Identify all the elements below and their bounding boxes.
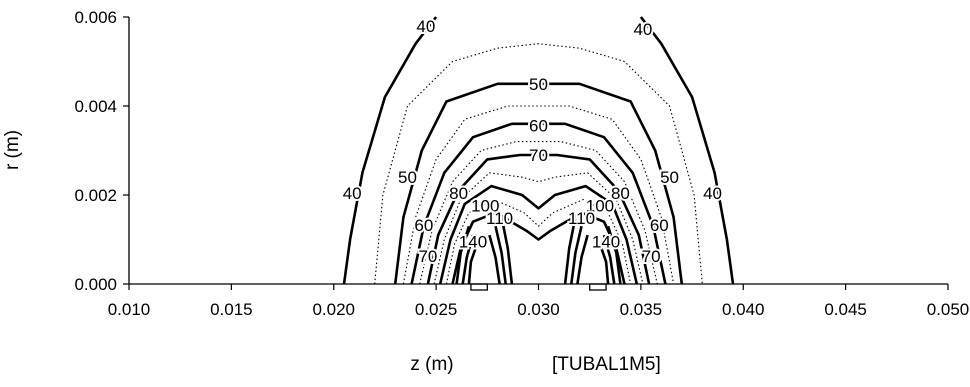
contour-line <box>374 43 703 285</box>
contour-value-label: 40 <box>703 184 722 203</box>
contour-value-label: 60 <box>529 117 548 136</box>
x-tick-label: 0.015 <box>210 300 253 319</box>
hot-spot-contour-line <box>455 225 471 285</box>
contour-value-label: 70 <box>418 247 437 266</box>
heater-marker <box>589 283 607 291</box>
hot-spot-contour-line <box>606 225 622 285</box>
contour-value-label: 140 <box>459 233 487 252</box>
contour-value-label: 110 <box>568 209 595 228</box>
x-tick-label: 0.045 <box>824 300 867 319</box>
hot-spot-contour-line <box>576 234 589 285</box>
y-tick-label: 0.002 <box>74 186 117 205</box>
contour-line <box>342 16 438 285</box>
heater-marker <box>470 283 488 291</box>
x-axis-title: z (m) <box>410 354 453 375</box>
hot-spot-contour-line <box>488 234 501 285</box>
contour-line <box>393 82 684 285</box>
x-tick-label: 0.030 <box>517 300 560 319</box>
hot-spot-contour-line <box>467 243 479 285</box>
contour-line <box>402 105 675 285</box>
contour-value-label: 40 <box>416 17 435 36</box>
hot-spot-contour-line <box>494 225 507 285</box>
contour-lines-group <box>342 16 735 285</box>
y-tick-label: 0.006 <box>74 8 117 27</box>
contour-value-label: 80 <box>611 184 630 203</box>
contour-value-label: 50 <box>398 168 417 187</box>
contour-value-label: 50 <box>529 75 548 94</box>
contour-value-label: 140 <box>592 233 620 252</box>
x-tick-label: 0.010 <box>108 300 151 319</box>
contour-value-label: 100 <box>471 197 499 216</box>
run-tag-annotation: [TUBAL1M5] <box>552 354 661 375</box>
y-tick-label: 0.000 <box>74 275 117 294</box>
contour-value-label: 60 <box>414 216 433 235</box>
contour-line <box>445 198 632 285</box>
contour-line <box>438 184 639 285</box>
x-tick-label: 0.035 <box>620 300 663 319</box>
contour-value-label: 110 <box>486 209 513 228</box>
x-tick-label: 0.020 <box>312 300 355 319</box>
hot-spot-contour-line <box>570 225 583 285</box>
contour-line <box>426 153 651 285</box>
contour-value-label: 70 <box>529 146 548 165</box>
y-tick-label: 0.004 <box>74 97 117 116</box>
contour-line <box>419 141 658 285</box>
contour-value-label: 80 <box>449 184 468 203</box>
contour-value-label: 70 <box>642 247 661 266</box>
contour-value-label: 40 <box>343 184 362 203</box>
hot-spot-contour-line <box>602 234 616 285</box>
contour-line <box>410 122 667 285</box>
hot-spot-contour-line <box>563 217 577 285</box>
hot-spot-contour-line <box>598 243 610 285</box>
ticks-group: 0.010 0.015 0.020 0.025 0.030 0.035 0.040 0.045… <box>74 8 969 319</box>
contour-value-label: 50 <box>660 168 679 187</box>
hot-spot-contour-line <box>500 217 514 285</box>
contour-value-label: 60 <box>650 216 669 235</box>
hot-spot-contour-line <box>461 234 475 285</box>
contour-value-label: 100 <box>586 197 614 216</box>
y-axis-title: r (m) <box>2 130 23 170</box>
x-tick-label: 0.025 <box>415 300 458 319</box>
x-tick-label: 0.050 <box>927 300 970 319</box>
x-tick-label: 0.040 <box>722 300 765 319</box>
contour-value-label: 40 <box>633 20 652 39</box>
contour-line <box>639 16 735 285</box>
